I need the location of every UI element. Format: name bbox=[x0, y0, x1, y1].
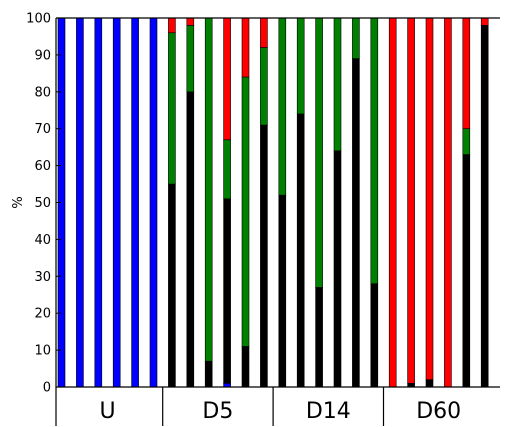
bar-segment bbox=[241, 17, 250, 78]
bar-segment bbox=[204, 17, 213, 362]
bar-segment bbox=[480, 17, 489, 26]
bar-segment bbox=[315, 287, 323, 388]
y-tick-label: 90 bbox=[34, 48, 51, 63]
bar-segment bbox=[462, 128, 471, 155]
y-tick-label: 80 bbox=[34, 85, 51, 100]
bar-segment bbox=[168, 183, 176, 388]
group-label: U bbox=[99, 399, 115, 424]
group-label: D14 bbox=[306, 399, 351, 424]
y-tick-label: 100 bbox=[26, 12, 51, 27]
bar-segment bbox=[260, 124, 268, 388]
bar-segment bbox=[76, 17, 84, 388]
bar-segment bbox=[94, 17, 103, 388]
y-tick-label: 60 bbox=[34, 159, 51, 174]
bar-segment bbox=[480, 25, 489, 388]
bar-segment bbox=[352, 17, 360, 59]
bar-segment bbox=[370, 17, 379, 284]
bar-segment bbox=[407, 17, 415, 384]
group-axis: U D5 D14 D60 bbox=[99, 387, 461, 426]
bar-segment bbox=[260, 47, 268, 126]
y-tick-label: 30 bbox=[34, 270, 51, 285]
bar-segment bbox=[462, 17, 471, 129]
y-axis-label: % bbox=[11, 196, 26, 208]
bar-segment bbox=[131, 17, 139, 388]
bar-segment bbox=[223, 17, 231, 141]
bar-segment bbox=[444, 17, 452, 388]
bar-segment bbox=[186, 91, 195, 388]
bar-segment bbox=[241, 346, 250, 388]
bar-segment bbox=[370, 283, 379, 388]
bar-segment bbox=[352, 58, 360, 388]
bar-segment bbox=[112, 17, 121, 388]
bar-segment bbox=[278, 194, 287, 388]
axes: 0 10 20 30 40 50 60 70 80 90 100% bbox=[11, 12, 500, 426]
bar-segment bbox=[315, 17, 323, 288]
y-tick-label: 70 bbox=[34, 122, 51, 137]
bar-segment bbox=[462, 154, 471, 388]
y-tick-label: 20 bbox=[34, 307, 51, 322]
bar-segment bbox=[186, 25, 195, 93]
bar-segment bbox=[425, 17, 434, 380]
bar-segment bbox=[296, 17, 305, 115]
bar-segment bbox=[296, 113, 305, 388]
bar-segment bbox=[278, 17, 287, 196]
group-label: D60 bbox=[416, 399, 461, 424]
bar-segment bbox=[168, 17, 176, 34]
y-tick-label: 40 bbox=[34, 233, 51, 248]
bar-segment bbox=[260, 17, 268, 48]
bar-segment bbox=[333, 17, 342, 152]
bar-segment bbox=[149, 17, 158, 388]
bar-segment bbox=[241, 76, 250, 347]
y-tick-label: 10 bbox=[34, 344, 51, 359]
bar-segment bbox=[204, 360, 213, 388]
bar-segment bbox=[168, 32, 176, 185]
group-label: D5 bbox=[202, 399, 233, 424]
y-tick-label: 0 bbox=[43, 381, 51, 396]
bar-segment bbox=[333, 150, 342, 388]
bar-segment bbox=[388, 17, 397, 388]
bar-segment bbox=[186, 17, 195, 26]
y-tick-label: 50 bbox=[34, 196, 51, 211]
bar-segment bbox=[223, 139, 231, 200]
bars bbox=[57, 17, 489, 388]
bar-segment bbox=[223, 198, 231, 384]
bar-segment bbox=[425, 379, 434, 388]
